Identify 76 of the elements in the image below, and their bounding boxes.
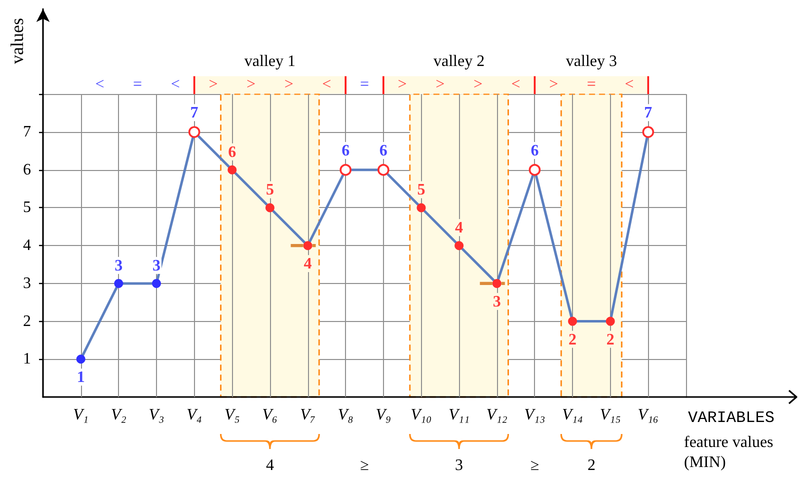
data-label: 2 xyxy=(568,331,577,348)
band-label: valley 2 xyxy=(434,52,485,70)
data-label: 7 xyxy=(644,104,652,122)
data-label: 3 xyxy=(492,293,501,310)
y-axis-title: values xyxy=(7,18,27,64)
point xyxy=(568,316,578,326)
point xyxy=(454,241,464,250)
annotation: < xyxy=(624,76,634,94)
data-label: 5 xyxy=(417,182,426,199)
point xyxy=(76,354,86,364)
point xyxy=(114,278,124,288)
x-tick-label: V₃ xyxy=(148,406,164,424)
x-tick-label: V₁₃ xyxy=(524,406,546,424)
data-label: 6 xyxy=(228,144,236,161)
band-label: valley 3 xyxy=(566,52,617,70)
data-label: 5 xyxy=(266,182,274,199)
x-tick-label: V₁₀ xyxy=(410,406,432,424)
annotation: = xyxy=(360,76,370,94)
text: 4 xyxy=(266,457,274,474)
text: feature values (MIN) xyxy=(684,433,774,473)
y-tick-label: 5 xyxy=(23,199,31,216)
x-tick-label: V₁₅ xyxy=(600,406,621,424)
point xyxy=(303,241,312,250)
data-label: 2 xyxy=(606,331,614,348)
x-tick-label: V₆ xyxy=(262,406,278,424)
point xyxy=(265,203,274,212)
x-tick-label: V₂ xyxy=(110,406,127,424)
data-label: 6 xyxy=(379,142,388,160)
point xyxy=(492,278,502,288)
annotation: < xyxy=(322,76,332,94)
annotation: > xyxy=(473,76,482,94)
y-tick-label: 4 xyxy=(23,237,31,254)
x-tick-label: V₁₂ xyxy=(486,406,508,424)
data-label: 4 xyxy=(304,256,312,273)
x-tick-label: V₁ xyxy=(73,406,88,424)
point xyxy=(606,316,615,326)
x-tick-label: V₁₁ xyxy=(448,406,470,424)
annotation: > xyxy=(436,76,445,94)
annotation: < xyxy=(170,76,180,94)
text: ≥ xyxy=(530,457,540,474)
x-tick-label: V₉ xyxy=(376,406,392,424)
x-tick-label: V₈ xyxy=(338,406,354,424)
x-axis-title: VARIABLES xyxy=(688,409,774,427)
data-label: 7 xyxy=(190,104,198,122)
x-tick-label: V₇ xyxy=(300,406,316,424)
point xyxy=(228,165,237,174)
data-label: 1 xyxy=(76,369,85,386)
data-label: 4 xyxy=(455,220,464,237)
y-tick-label: 1 xyxy=(23,350,31,368)
annotation: > xyxy=(398,76,407,94)
annotation: > xyxy=(549,76,558,94)
x-tick-label: V₁₄ xyxy=(562,406,583,424)
annotation: = xyxy=(133,76,142,94)
data-label: 6 xyxy=(530,142,539,160)
point xyxy=(416,203,426,212)
annotation: > xyxy=(246,76,256,94)
annotation: = xyxy=(586,76,596,94)
data-label: 6 xyxy=(342,142,350,160)
x-tick-label: V₁₆ xyxy=(638,406,659,424)
annotation: > xyxy=(284,76,294,94)
text: 3 xyxy=(455,457,464,474)
text: ≥ xyxy=(360,457,369,474)
y-tick-label: 7 xyxy=(23,124,31,141)
text: 2 xyxy=(587,457,596,474)
annotation: < xyxy=(511,76,520,94)
data-label: 3 xyxy=(114,257,123,274)
data-label: 3 xyxy=(152,257,160,274)
annotation: < xyxy=(95,76,104,94)
y-tick-label: 2 xyxy=(23,312,31,330)
y-tick-label: 3 xyxy=(23,274,31,292)
annotation: > xyxy=(208,76,218,94)
band-label: valley 1 xyxy=(244,52,296,70)
x-tick-label: V₄ xyxy=(186,406,202,424)
x-tick-label: V₅ xyxy=(224,406,240,424)
y-tick-label: 6 xyxy=(23,161,31,178)
point xyxy=(152,278,161,288)
